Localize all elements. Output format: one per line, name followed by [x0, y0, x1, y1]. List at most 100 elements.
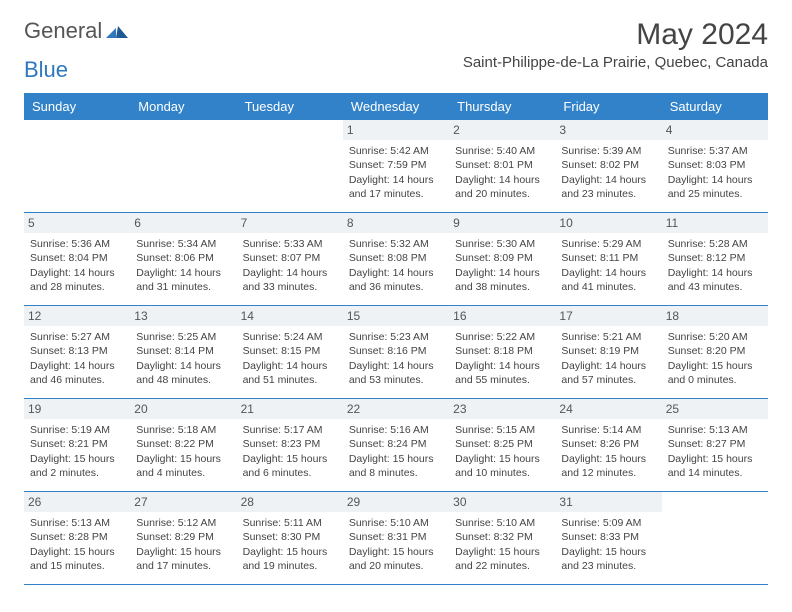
day-number: 18: [662, 306, 768, 326]
day-info-line: Sunrise: 5:09 AM: [561, 516, 655, 530]
day-number: 14: [237, 306, 343, 326]
day-number: 5: [24, 213, 130, 233]
day-number: 11: [662, 213, 768, 233]
day-info-line: Sunset: 8:27 PM: [668, 437, 762, 451]
day-info-line: Sunset: 8:08 PM: [349, 251, 443, 265]
day-cell: 18Sunrise: 5:20 AMSunset: 8:20 PMDayligh…: [662, 306, 768, 398]
day-info-line: Daylight: 15 hours: [243, 452, 337, 466]
day-info-line: and 46 minutes.: [30, 373, 124, 387]
day-info-line: and 2 minutes.: [30, 466, 124, 480]
day-number: 9: [449, 213, 555, 233]
day-cell: 24Sunrise: 5:14 AMSunset: 8:26 PMDayligh…: [555, 399, 661, 491]
day-info-line: and 20 minutes.: [349, 559, 443, 573]
day-info-line: and 10 minutes.: [455, 466, 549, 480]
day-number: 21: [237, 399, 343, 419]
day-number: 23: [449, 399, 555, 419]
day-info-line: and 20 minutes.: [455, 187, 549, 201]
day-info-line: Sunset: 8:25 PM: [455, 437, 549, 451]
day-number: 27: [130, 492, 236, 512]
day-info-line: Sunset: 8:32 PM: [455, 530, 549, 544]
day-info-line: Sunrise: 5:39 AM: [561, 144, 655, 158]
day-cell: 3Sunrise: 5:39 AMSunset: 8:02 PMDaylight…: [555, 120, 661, 212]
day-cell: 26Sunrise: 5:13 AMSunset: 8:28 PMDayligh…: [24, 492, 130, 584]
day-number: 13: [130, 306, 236, 326]
day-number: 15: [343, 306, 449, 326]
day-number: 22: [343, 399, 449, 419]
day-info-line: and 28 minutes.: [30, 280, 124, 294]
day-number: 3: [555, 120, 661, 140]
day-info-line: Sunrise: 5:10 AM: [349, 516, 443, 530]
day-info-line: Sunset: 8:33 PM: [561, 530, 655, 544]
day-info-line: Daylight: 14 hours: [668, 266, 762, 280]
day-info-line: and 14 minutes.: [668, 466, 762, 480]
day-cell: 15Sunrise: 5:23 AMSunset: 8:16 PMDayligh…: [343, 306, 449, 398]
day-cell: [237, 120, 343, 212]
day-info-line: and 33 minutes.: [243, 280, 337, 294]
day-info-line: Sunrise: 5:13 AM: [30, 516, 124, 530]
day-info-line: and 4 minutes.: [136, 466, 230, 480]
day-info-line: Sunset: 8:30 PM: [243, 530, 337, 544]
day-info-line: and 48 minutes.: [136, 373, 230, 387]
day-info-line: Daylight: 14 hours: [561, 359, 655, 373]
day-info-line: Sunrise: 5:37 AM: [668, 144, 762, 158]
day-info-line: Sunrise: 5:10 AM: [455, 516, 549, 530]
day-cell: 27Sunrise: 5:12 AMSunset: 8:29 PMDayligh…: [130, 492, 236, 584]
day-info-line: Sunset: 8:04 PM: [30, 251, 124, 265]
day-info-line: and 17 minutes.: [349, 187, 443, 201]
day-info-line: and 25 minutes.: [668, 187, 762, 201]
day-info-line: and 0 minutes.: [668, 373, 762, 387]
day-info-line: Sunrise: 5:28 AM: [668, 237, 762, 251]
day-info-line: Daylight: 14 hours: [243, 359, 337, 373]
day-info-line: Sunset: 8:31 PM: [349, 530, 443, 544]
day-info-line: Sunrise: 5:32 AM: [349, 237, 443, 251]
day-info-line: Daylight: 14 hours: [30, 266, 124, 280]
day-cell: 21Sunrise: 5:17 AMSunset: 8:23 PMDayligh…: [237, 399, 343, 491]
day-cell: 30Sunrise: 5:10 AMSunset: 8:32 PMDayligh…: [449, 492, 555, 584]
day-info-line: Daylight: 15 hours: [30, 545, 124, 559]
day-info-line: Daylight: 14 hours: [243, 266, 337, 280]
day-number: 26: [24, 492, 130, 512]
day-cell: 28Sunrise: 5:11 AMSunset: 8:30 PMDayligh…: [237, 492, 343, 584]
day-cell: 10Sunrise: 5:29 AMSunset: 8:11 PMDayligh…: [555, 213, 661, 305]
brand-logo: General: [24, 18, 128, 44]
day-info-line: Daylight: 15 hours: [455, 545, 549, 559]
day-info-line: Daylight: 14 hours: [455, 266, 549, 280]
day-info-line: Sunset: 8:12 PM: [668, 251, 762, 265]
day-cell: 19Sunrise: 5:19 AMSunset: 8:21 PMDayligh…: [24, 399, 130, 491]
day-info-line: Sunset: 8:02 PM: [561, 158, 655, 172]
day-number: 19: [24, 399, 130, 419]
day-cell: 12Sunrise: 5:27 AMSunset: 8:13 PMDayligh…: [24, 306, 130, 398]
day-cell: 20Sunrise: 5:18 AMSunset: 8:22 PMDayligh…: [130, 399, 236, 491]
day-number: 12: [24, 306, 130, 326]
day-info-line: Daylight: 15 hours: [668, 452, 762, 466]
day-cell: [662, 492, 768, 584]
day-cell: 2Sunrise: 5:40 AMSunset: 8:01 PMDaylight…: [449, 120, 555, 212]
day-info-line: Daylight: 14 hours: [136, 266, 230, 280]
day-number: 31: [555, 492, 661, 512]
day-info-line: Sunrise: 5:36 AM: [30, 237, 124, 251]
day-info-line: and 41 minutes.: [561, 280, 655, 294]
day-cell: 1Sunrise: 5:42 AMSunset: 7:59 PMDaylight…: [343, 120, 449, 212]
day-number: 28: [237, 492, 343, 512]
day-info-line: and 12 minutes.: [561, 466, 655, 480]
brand-word1: General: [24, 18, 102, 44]
day-number: 17: [555, 306, 661, 326]
day-info-line: and 23 minutes.: [561, 187, 655, 201]
day-info-line: Sunrise: 5:25 AM: [136, 330, 230, 344]
day-number: 20: [130, 399, 236, 419]
day-cell: [130, 120, 236, 212]
day-info-line: Sunset: 8:22 PM: [136, 437, 230, 451]
weekday-label: Wednesday: [343, 93, 449, 120]
day-info-line: Daylight: 14 hours: [349, 266, 443, 280]
day-info-line: Sunset: 8:13 PM: [30, 344, 124, 358]
day-cell: 5 Sunrise: 5:36 AMSunset: 8:04 PMDaylight…: [24, 213, 130, 305]
day-cell: 22Sunrise: 5:16 AMSunset: 8:24 PMDayligh…: [343, 399, 449, 491]
day-cell: 13Sunrise: 5:25 AMSunset: 8:14 PMDayligh…: [130, 306, 236, 398]
weekday-label: Friday: [555, 93, 661, 120]
day-info-line: Sunrise: 5:17 AM: [243, 423, 337, 437]
day-info-line: Sunrise: 5:33 AM: [243, 237, 337, 251]
day-info-line: and 43 minutes.: [668, 280, 762, 294]
day-number: 29: [343, 492, 449, 512]
day-info-line: Daylight: 14 hours: [561, 266, 655, 280]
day-info-line: Sunset: 8:21 PM: [30, 437, 124, 451]
